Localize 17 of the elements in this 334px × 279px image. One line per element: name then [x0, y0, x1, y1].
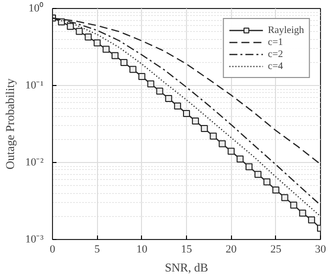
y-tick-label: 10⁻² — [25, 156, 44, 168]
y-tick-label: 10⁻³ — [25, 234, 44, 246]
x-tick-label: 25 — [270, 244, 282, 256]
legend-label: c=4 — [268, 60, 284, 72]
x-tick-label: 0 — [50, 244, 56, 256]
x-tick-label: 15 — [181, 244, 192, 256]
x-tick-label: 10 — [136, 244, 148, 256]
x-tick-label: 20 — [226, 244, 238, 256]
y-axis-title: Outage Probability — [3, 78, 18, 170]
x-axis-title: SNR, dB — [164, 260, 208, 274]
x-tick-label: 30 — [315, 244, 326, 256]
legend-label: c=1 — [268, 36, 284, 48]
legend-label: c=2 — [268, 48, 284, 60]
x-tick-label: 5 — [94, 244, 100, 256]
y-tick-label: 10⁻¹ — [25, 80, 44, 92]
y-tick-label: 10⁰ — [28, 2, 44, 14]
legend-label: Rayleigh — [268, 24, 304, 36]
